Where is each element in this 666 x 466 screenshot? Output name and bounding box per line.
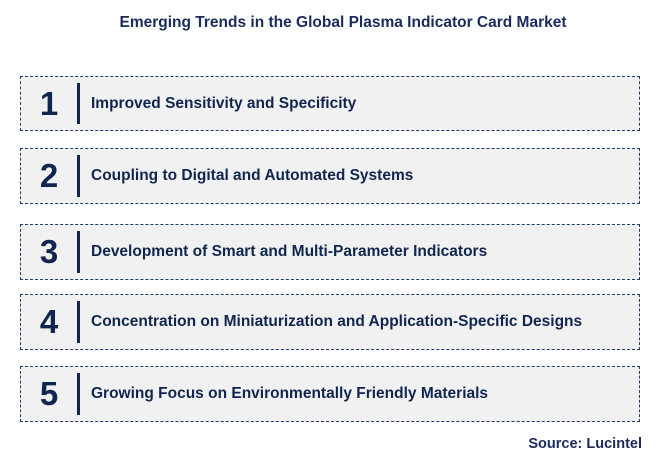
trend-number: 3 xyxy=(39,233,59,270)
divider-bar xyxy=(77,373,80,415)
source-credit: Source: Lucintel xyxy=(528,436,642,452)
diagram-title: Emerging Trends in the Global Plasma Ind… xyxy=(119,14,567,31)
trend-number: 1 xyxy=(39,84,59,122)
divider-bar xyxy=(77,155,80,197)
trend-item-3: 3 Development of Smart and Multi-Paramet… xyxy=(20,224,640,280)
divider-bar xyxy=(77,231,80,273)
trend-item-1: 1 Improved Sensitivity and Specificity xyxy=(20,76,640,131)
trend-label: Development of Smart and Multi-Parameter… xyxy=(91,243,488,260)
trend-item-2: 2 Coupling to Digital and Automated Syst… xyxy=(20,148,640,204)
trend-number: 4 xyxy=(39,303,59,340)
trend-label: Growing Focus on Environmentally Friendl… xyxy=(91,385,489,402)
trend-label: Improved Sensitivity and Specificity xyxy=(91,94,357,112)
trend-number: 2 xyxy=(39,157,59,194)
trend-number: 5 xyxy=(39,375,59,412)
trend-item-4: 4 Concentration on Miniaturization and A… xyxy=(20,294,640,350)
divider-bar xyxy=(77,83,80,124)
trend-label: Coupling to Digital and Automated System… xyxy=(91,167,414,184)
trend-item-5: 5 Growing Focus on Environmentally Frien… xyxy=(20,366,640,422)
divider-bar xyxy=(77,301,80,343)
trend-label: Concentration on Miniaturization and App… xyxy=(91,313,583,330)
